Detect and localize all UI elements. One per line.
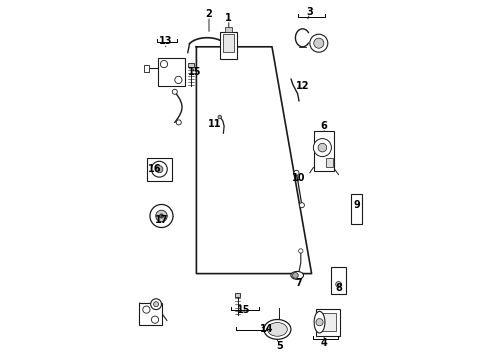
Bar (326, 158, 333, 166)
Circle shape (151, 316, 159, 323)
Ellipse shape (291, 271, 303, 279)
Circle shape (151, 299, 162, 310)
Bar (144, 65, 149, 72)
Bar (316, 309, 340, 336)
Text: 16: 16 (147, 164, 161, 174)
Ellipse shape (264, 320, 291, 339)
Bar (158, 58, 185, 86)
Text: 5: 5 (276, 341, 283, 351)
Text: 4: 4 (321, 338, 328, 348)
Text: 15: 15 (188, 67, 201, 77)
Circle shape (156, 210, 167, 222)
Text: 7: 7 (295, 278, 302, 288)
Text: 9: 9 (353, 200, 360, 210)
Text: 8: 8 (335, 283, 342, 293)
Circle shape (336, 282, 342, 287)
Bar (235, 293, 240, 297)
Bar (314, 131, 334, 171)
Circle shape (294, 170, 299, 175)
Circle shape (316, 319, 323, 326)
Circle shape (299, 203, 304, 208)
Circle shape (314, 38, 324, 48)
Circle shape (293, 273, 298, 278)
Circle shape (218, 115, 221, 119)
Bar (351, 194, 363, 224)
Circle shape (150, 204, 173, 228)
Text: 11: 11 (208, 119, 221, 129)
Circle shape (151, 161, 167, 177)
Circle shape (172, 89, 177, 94)
Circle shape (318, 143, 327, 152)
Bar (147, 158, 172, 181)
Text: 12: 12 (296, 81, 309, 91)
Text: 10: 10 (292, 173, 305, 183)
Circle shape (143, 306, 150, 313)
Ellipse shape (268, 323, 287, 336)
Bar (331, 267, 346, 294)
Circle shape (298, 249, 303, 253)
Bar (225, 27, 232, 32)
Text: 13: 13 (159, 36, 172, 46)
Ellipse shape (314, 311, 325, 333)
Text: 3: 3 (306, 6, 313, 17)
Circle shape (314, 139, 331, 157)
Bar (139, 303, 162, 325)
Bar (189, 63, 194, 67)
Text: 14: 14 (260, 324, 273, 334)
Text: 6: 6 (321, 121, 328, 131)
Circle shape (153, 302, 159, 307)
Circle shape (310, 34, 328, 52)
Bar (319, 313, 336, 331)
Circle shape (175, 76, 182, 84)
Circle shape (176, 120, 181, 125)
Text: 2: 2 (206, 9, 212, 19)
Bar (220, 32, 238, 59)
Text: 15: 15 (237, 305, 250, 315)
Circle shape (156, 166, 163, 173)
Circle shape (159, 214, 164, 218)
Text: 17: 17 (155, 215, 168, 225)
Circle shape (160, 60, 168, 68)
Text: 1: 1 (225, 13, 232, 23)
Bar (223, 34, 234, 52)
